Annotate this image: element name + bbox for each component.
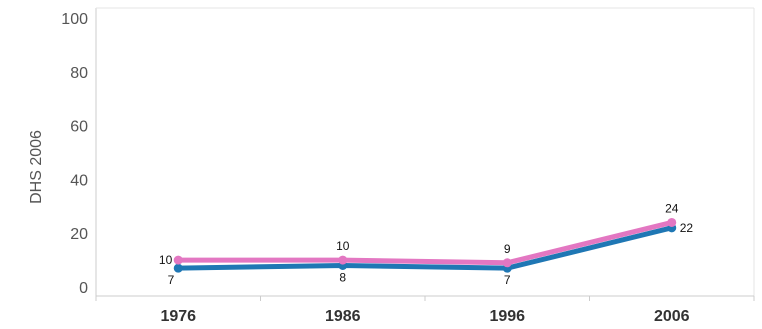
x-tick-label: 1986: [325, 308, 361, 325]
y-tick-label: 40: [70, 172, 88, 189]
x-tick-label: 2006: [654, 308, 690, 325]
data-label: 22: [680, 221, 694, 235]
data-point: [173, 255, 183, 265]
data-label: 7: [168, 273, 175, 287]
data-point: [338, 255, 348, 265]
data-label: 10: [159, 253, 173, 267]
y-axis-label: DHS 2006: [28, 130, 45, 204]
series-line-0: [175, 225, 675, 271]
y-axis-ticks: 0 20 40 60 80 100: [61, 11, 88, 297]
x-tick-label: 1976: [160, 308, 196, 325]
y-tick-label: 0: [79, 280, 88, 297]
y-tick-label: 80: [70, 65, 88, 82]
data-point: [502, 258, 512, 268]
data-labels: 7 8 7 22 10 10 9 24: [159, 201, 694, 287]
series-line-1: [175, 219, 675, 266]
data-label: 8: [339, 270, 346, 284]
data-label: 24: [665, 201, 679, 215]
y-tick-label: 100: [61, 11, 88, 28]
data-point: [667, 217, 677, 227]
data-label: 7: [504, 273, 511, 287]
y-tick-label: 60: [70, 119, 88, 136]
series-layer: [173, 217, 677, 273]
data-label: 9: [504, 242, 511, 256]
data-point: [173, 263, 183, 273]
x-tick-label: 1996: [489, 308, 525, 325]
data-label: 10: [336, 239, 350, 253]
x-axis-ticks: 1976 1986 1996 2006: [95, 296, 755, 325]
y-tick-label: 20: [70, 226, 88, 243]
